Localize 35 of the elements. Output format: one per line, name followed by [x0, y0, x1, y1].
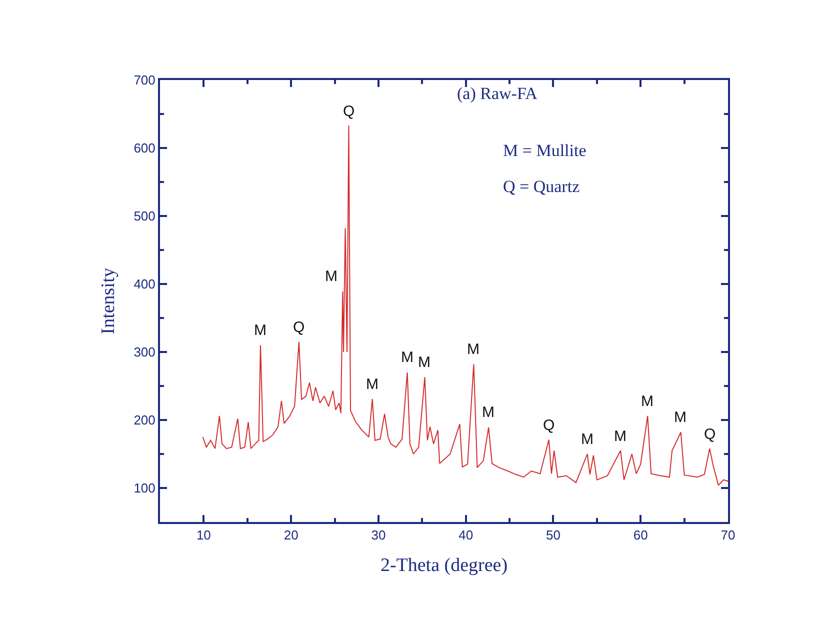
annotation: Q [293, 319, 305, 336]
y-tick-label: 400 [134, 276, 156, 292]
x-tick-label: 50 [546, 528, 560, 543]
x-tick-label: 10 [196, 528, 211, 543]
y-tick-label: 700 [134, 72, 156, 88]
x-tick-label: 60 [633, 528, 648, 543]
annotation: M [641, 393, 654, 410]
x-tick-label: 30 [371, 528, 386, 543]
annotation: M [614, 428, 626, 445]
y-axis-title: Intensity [98, 267, 120, 334]
y-tick-label: 200 [134, 412, 156, 428]
annotation: M [418, 354, 430, 371]
annotation: M [581, 431, 594, 448]
annotation: (a) Raw-FA [457, 84, 538, 103]
annotation: Q [343, 103, 355, 120]
line-series [202, 125, 728, 486]
annotation: M [254, 322, 266, 339]
annotation: M [325, 268, 338, 285]
annotation: M [401, 349, 414, 366]
annotation: M [366, 376, 378, 393]
x-tick-label: 70 [720, 528, 736, 543]
annotation: Q = Quartz [503, 177, 580, 196]
x-tick-label: 40 [458, 528, 474, 543]
annotation: M [467, 341, 480, 358]
annotation: Q [704, 426, 716, 443]
x-axis-title: 2-Theta (degree) [380, 554, 508, 576]
y-tick-label: 100 [134, 480, 156, 496]
annotation: M [482, 404, 494, 421]
y-tick-label: 600 [134, 140, 156, 156]
x-tick-label: 20 [284, 528, 298, 543]
annotation: Q [543, 417, 555, 434]
y-tick-label: 500 [134, 208, 156, 224]
y-tick-label: 300 [134, 344, 156, 360]
annotation: M [674, 409, 686, 426]
annotation: M = Mullite [503, 141, 586, 160]
